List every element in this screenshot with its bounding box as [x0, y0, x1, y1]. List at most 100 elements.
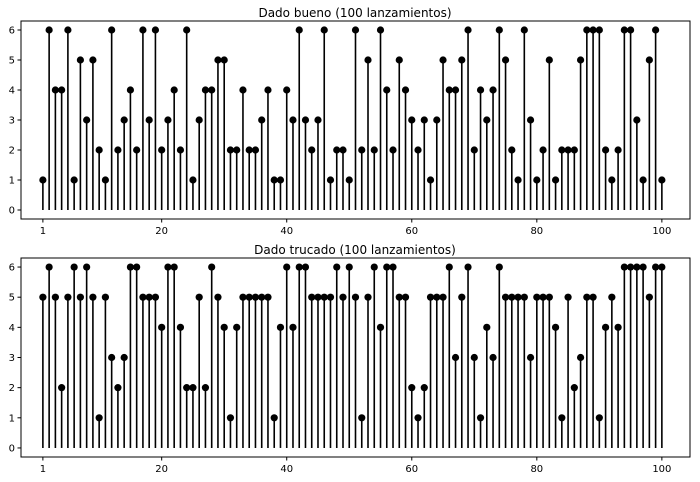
- stem-marker: [652, 26, 660, 34]
- stem-marker: [64, 293, 72, 301]
- stem-marker: [633, 116, 641, 124]
- x-tick-label: 1: [40, 464, 46, 475]
- stem-marker: [183, 384, 191, 392]
- stem-marker: [639, 176, 647, 184]
- stem-marker: [151, 26, 160, 34]
- stem-marker: [652, 263, 660, 271]
- stem-marker: [551, 176, 560, 184]
- stem-marker: [189, 384, 197, 392]
- stem-marker: [645, 56, 653, 64]
- y-tick-label: 3: [9, 116, 15, 127]
- stem-marker: [301, 263, 310, 271]
- stem-marker: [114, 146, 122, 154]
- stem-marker: [183, 26, 191, 34]
- stem-marker: [170, 263, 178, 271]
- stem-marker: [308, 293, 316, 301]
- stem-marker: [89, 293, 97, 301]
- stem-marker: [264, 86, 272, 94]
- stem-marker: [208, 263, 216, 271]
- x-tick-label: 100: [652, 226, 671, 237]
- x-tick-label: 60: [405, 464, 418, 475]
- x-tick-label: 1: [40, 226, 46, 237]
- stem-marker: [639, 263, 647, 271]
- stem-marker: [401, 86, 410, 94]
- x-tick-label: 100: [652, 464, 671, 475]
- stem-marker: [483, 323, 491, 331]
- y-tick-label: 5: [9, 56, 15, 67]
- stem-marker: [501, 56, 510, 64]
- stem-marker: [201, 86, 210, 94]
- stem-marker: [320, 293, 328, 301]
- y-axis: 0 1 2 3 4 5 6: [9, 26, 21, 217]
- y-tick-label: 4: [9, 86, 15, 97]
- stem-marker: [501, 293, 510, 301]
- stem-marker: [326, 176, 335, 184]
- stem-marker: [526, 116, 535, 124]
- stem-marker: [395, 293, 403, 301]
- stem-marker: [145, 293, 153, 301]
- stem-marker: [595, 414, 603, 422]
- stem-marker: [239, 86, 247, 94]
- x-axis: 1 20 40 60 80 100: [40, 219, 671, 237]
- stem-marker: [564, 146, 572, 154]
- stem-marker: [95, 414, 103, 422]
- stem-marker: [289, 116, 297, 124]
- y-tick-label: 4: [9, 323, 15, 334]
- stem-marker: [45, 263, 53, 271]
- stem-marker: [226, 414, 235, 422]
- stem-marker: [601, 146, 610, 154]
- stem-marker: [383, 263, 391, 271]
- stem-marker: [620, 263, 628, 271]
- stem-marker: [445, 86, 453, 94]
- stem-marker: [70, 176, 78, 184]
- stem-marker: [276, 176, 285, 184]
- stem-marker: [389, 263, 397, 271]
- stem-marker: [95, 146, 103, 154]
- stem-marker: [295, 26, 303, 34]
- stem-marker: [464, 26, 472, 34]
- x-tick-label: 20: [155, 226, 168, 237]
- stem-marker: [376, 26, 385, 34]
- stem-marker: [583, 293, 591, 301]
- stem-marker: [564, 293, 572, 301]
- stem-marker: [658, 263, 666, 271]
- stem-marker: [433, 293, 441, 301]
- stem-marker: [589, 26, 597, 34]
- stem-marker: [320, 26, 328, 34]
- x-tick-label: 20: [155, 464, 168, 475]
- stem-marker: [289, 323, 297, 331]
- stem-marker: [545, 56, 553, 64]
- stem-marker: [451, 86, 460, 94]
- y-tick-label: 3: [9, 353, 15, 364]
- stem-marker: [514, 176, 522, 184]
- stem-marker: [627, 26, 635, 34]
- stem-marker: [483, 116, 491, 124]
- stem-marker: [633, 263, 641, 271]
- stem-marker: [383, 86, 391, 94]
- stem-marker: [264, 293, 272, 301]
- stem-marker: [601, 323, 610, 331]
- stem-marker: [539, 293, 547, 301]
- stem-marker: [533, 293, 541, 301]
- stem-marker: [158, 323, 166, 331]
- stem-marker: [470, 146, 478, 154]
- stem-marker: [470, 353, 478, 362]
- stem-marker: [251, 146, 260, 154]
- y-tick-label: 0: [9, 206, 15, 217]
- stem-marker: [333, 146, 341, 154]
- stem-marker: [583, 26, 591, 34]
- x-tick-label: 80: [530, 226, 543, 237]
- stem-marker: [314, 293, 322, 301]
- stem-marker: [258, 293, 266, 301]
- stem-marker: [558, 414, 566, 422]
- stem-marker: [251, 293, 260, 301]
- stem-marker: [214, 293, 222, 301]
- stem-marker: [576, 353, 585, 362]
- stem-marker: [170, 86, 178, 94]
- stem-marker: [245, 146, 253, 154]
- stem-marker: [551, 323, 560, 331]
- y-tick-label: 2: [9, 383, 15, 394]
- stem-marker: [420, 116, 428, 124]
- stem-marker: [301, 116, 310, 124]
- stem-marker: [189, 176, 197, 184]
